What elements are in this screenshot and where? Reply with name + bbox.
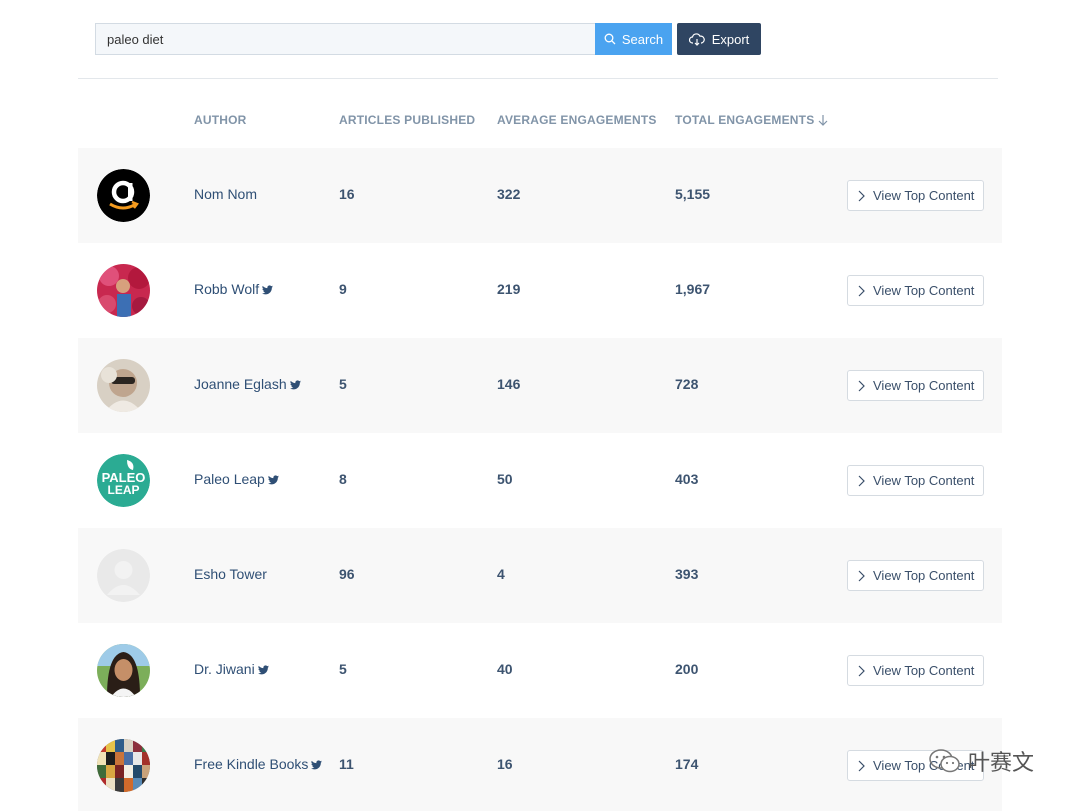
average-engagements: 219 [497, 281, 521, 297]
view-top-content-button[interactable]: View Top Content [847, 275, 984, 306]
chevron-right-icon [858, 285, 865, 296]
author-name-text: Free Kindle Books [194, 756, 309, 772]
search-icon [604, 33, 616, 45]
author-name[interactable]: Joanne Eglash [194, 376, 301, 392]
chevron-right-icon [858, 760, 865, 771]
search-button[interactable]: Search [595, 23, 672, 55]
author-name-text: Paleo Leap [194, 471, 265, 487]
wechat-icon [929, 749, 960, 773]
total-engagements: 728 [675, 376, 699, 392]
author-name-text: Joanne Eglash [194, 376, 287, 392]
paleo-leap-logo-text-1: PALEO [102, 470, 146, 485]
view-top-content-label: View Top Content [873, 283, 975, 298]
divider [78, 78, 998, 79]
articles-count: 5 [339, 376, 347, 392]
avatar [97, 359, 150, 412]
twitter-icon [311, 760, 323, 770]
author-name-text: Robb Wolf [194, 281, 260, 297]
column-header-author[interactable]: AUTHOR [194, 113, 247, 127]
table-row: Esho Tower 96 4 393 View Top Content [78, 528, 1002, 623]
author-name-text: Dr. Jiwani [194, 661, 255, 677]
column-header-articles[interactable]: ARTICLES PUBLISHED [339, 113, 476, 127]
author-name[interactable]: Free Kindle Books [194, 756, 323, 772]
author-name[interactable]: Paleo Leap [194, 471, 279, 487]
paleo-leap-logo-text-2: LEAP [107, 483, 139, 497]
chevron-right-icon [858, 190, 865, 201]
articles-count: 11 [339, 756, 354, 772]
author-name[interactable]: Dr. Jiwani [194, 661, 269, 677]
avatar: PALEO LEAP [97, 454, 150, 507]
chevron-right-icon [858, 380, 865, 391]
column-header-average[interactable]: AVERAGE ENGAGEMENTS [497, 113, 657, 127]
table-row: PALEO LEAP Paleo Leap 8 50 403 View Top C… [78, 433, 1002, 528]
avatar [97, 169, 150, 222]
column-header-total: TOTAL ENGAGEMENTS [675, 113, 815, 127]
view-top-content-label: View Top Content [873, 188, 975, 203]
author-name[interactable]: Esho Tower [194, 566, 267, 582]
articles-count: 5 [339, 661, 347, 677]
total-engagements: 200 [675, 661, 699, 677]
watermark: 叶赛文 [928, 745, 1034, 777]
table-header: AUTHOR ARTICLES PUBLISHED AVERAGE ENGAGE… [0, 113, 1080, 129]
author-name[interactable]: Robb Wolf [194, 281, 274, 297]
view-top-content-button[interactable]: View Top Content [847, 560, 984, 591]
author-name-text: Nom Nom [194, 186, 258, 202]
avatar [97, 739, 150, 792]
total-engagements: 5,155 [675, 186, 711, 202]
twitter-icon [257, 665, 269, 675]
table-row: Nom Nom 16 322 5,155 View Top Content [78, 148, 1002, 243]
chevron-right-icon [858, 570, 865, 581]
cloud-download-icon [688, 32, 705, 46]
view-top-content-button[interactable]: View Top Content [847, 465, 984, 496]
view-top-content-button[interactable]: View Top Content [847, 655, 984, 686]
average-engagements: 50 [497, 471, 513, 487]
view-top-content-label: View Top Content [873, 568, 975, 583]
total-engagements: 393 [675, 566, 699, 582]
total-engagements: 403 [675, 471, 699, 487]
articles-count: 8 [339, 471, 347, 487]
view-top-content-button[interactable]: View Top Content [847, 370, 984, 401]
twitter-icon [289, 380, 301, 390]
table-row: Joanne Eglash 5 146 728 View Top Content [78, 338, 1002, 433]
average-engagements: 40 [497, 661, 513, 677]
table-row: Free Kindle Books 11 16 174 View Top Con… [78, 718, 1002, 811]
table-row: Dr. Jiwani 5 40 200 View Top Content [78, 623, 1002, 718]
view-top-content-label: View Top Content [873, 473, 975, 488]
avatar [97, 644, 150, 697]
watermark-text: 叶赛文 [968, 751, 1035, 776]
authors-table: Nom Nom 16 322 5,155 View Top Content Ro… [78, 148, 1002, 811]
twitter-icon [267, 475, 279, 485]
view-top-content-button[interactable]: View Top Content [847, 180, 984, 211]
view-top-content-label: View Top Content [873, 378, 975, 393]
sort-down-arrow-icon [818, 115, 828, 126]
twitter-icon [262, 285, 274, 295]
articles-count: 16 [339, 186, 355, 202]
search-button-label: Search [621, 31, 664, 47]
view-top-content-label: View Top Content [873, 663, 975, 678]
average-engagements: 16 [497, 756, 513, 772]
author-name-text: Esho Tower [194, 566, 267, 582]
average-engagements: 4 [497, 566, 505, 582]
average-engagements: 322 [497, 186, 521, 202]
export-button[interactable]: Export [677, 23, 761, 55]
articles-count: 9 [339, 281, 347, 297]
chevron-right-icon [858, 665, 865, 676]
search-input[interactable] [95, 23, 595, 55]
total-engagements: 174 [675, 756, 699, 772]
average-engagements: 146 [497, 376, 521, 392]
table-row: Robb Wolf 9 219 1,967 View Top Content [78, 243, 1002, 338]
avatar [97, 264, 150, 317]
toolbar: Search Export [95, 23, 761, 55]
total-engagements: 1,967 [675, 281, 711, 297]
articles-count: 96 [339, 566, 355, 582]
column-header-total-wrap[interactable]: TOTAL ENGAGEMENTS [675, 113, 828, 127]
chevron-right-icon [858, 475, 865, 486]
author-name[interactable]: Nom Nom [194, 186, 257, 202]
export-button-label: Export [711, 31, 750, 47]
avatar [97, 549, 150, 602]
